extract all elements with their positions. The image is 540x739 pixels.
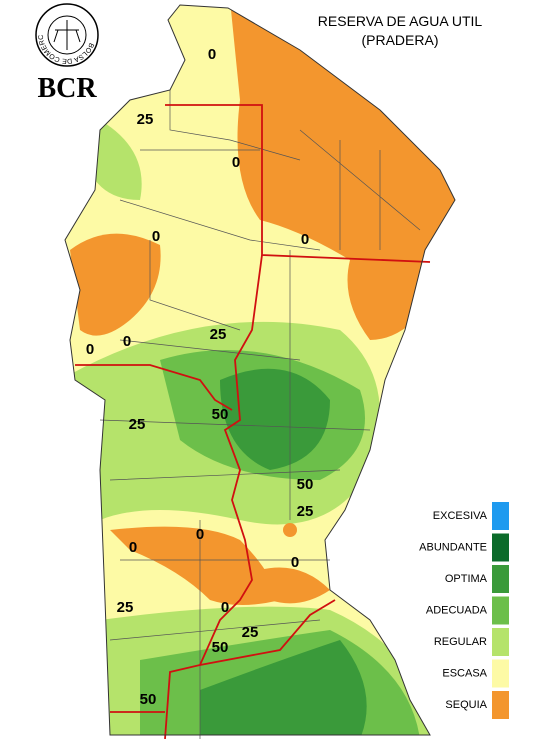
contour-label: 0: [129, 539, 137, 556]
logo-inner: [47, 15, 87, 55]
legend-label: REGULAR: [434, 636, 487, 648]
legend-label: ABUNDANTE: [419, 541, 487, 553]
contour-label: 50: [212, 639, 229, 656]
logo-ring-text: BOLSA DE COMERCIO DE ROSARIO: [0, 0, 95, 64]
legend-label: OPTIMA: [445, 573, 488, 585]
contour-label: 0: [208, 46, 216, 63]
contour-label: 0: [196, 526, 204, 543]
contour-label: 0: [86, 341, 94, 358]
logo-ring: [35, 3, 99, 67]
contour-label: 0: [232, 154, 240, 171]
contour-label: 25: [137, 111, 154, 128]
title-line: RESERVA DE AGUA UTIL: [318, 13, 483, 29]
contour-label: 0: [221, 599, 229, 616]
logo: BOLSA DE COMERCIO DE ROSARIO BCR: [0, 0, 99, 104]
legend-swatch: [492, 533, 509, 562]
contour-label: 50: [212, 406, 229, 423]
title-line: (PRADERA): [361, 32, 438, 48]
contour-label: 25: [129, 416, 146, 433]
contour-label: 50: [140, 691, 157, 708]
contour-label: 25: [297, 503, 314, 520]
legend-swatch: [492, 502, 509, 530]
legend-label: EXCESIVA: [433, 510, 488, 522]
contour-label: 25: [242, 624, 259, 641]
contour-label: 25: [210, 326, 227, 343]
legend: EXCESIVA ABUNDANTE OPTIMA ADECUADA REGULAR ES…: [419, 502, 509, 719]
legend-swatch: [492, 565, 509, 593]
logo-abbr: BCR: [37, 73, 97, 104]
legend-swatch: [492, 659, 509, 688]
province-borders: [75, 104, 431, 739]
logo-emblem: [53, 20, 81, 50]
contour-label: 0: [291, 554, 299, 571]
legend-label: ESCASA: [442, 667, 487, 679]
contour-labels: 0 0 0 0 0 0 0 0 0 0 25 25 25 25 25 25 50 50 50 50: [86, 46, 314, 708]
logo-ring-text: BOLSA DE COMERCIO DE ROSARIO: [0, 0, 95, 64]
province-outline: [64, 4, 456, 736]
contour-label: 50: [297, 476, 314, 493]
contour-label: 25: [117, 599, 134, 616]
legend-swatch: [492, 596, 509, 625]
contour-label: 0: [152, 228, 160, 245]
legend-label: ADECUADA: [426, 604, 488, 616]
legend-swatch: [492, 691, 509, 719]
contour-label: 0: [301, 231, 309, 248]
contour-label: 0: [123, 333, 131, 350]
legend-swatch: [492, 628, 509, 656]
legend-label: SEQUIA: [445, 699, 487, 711]
